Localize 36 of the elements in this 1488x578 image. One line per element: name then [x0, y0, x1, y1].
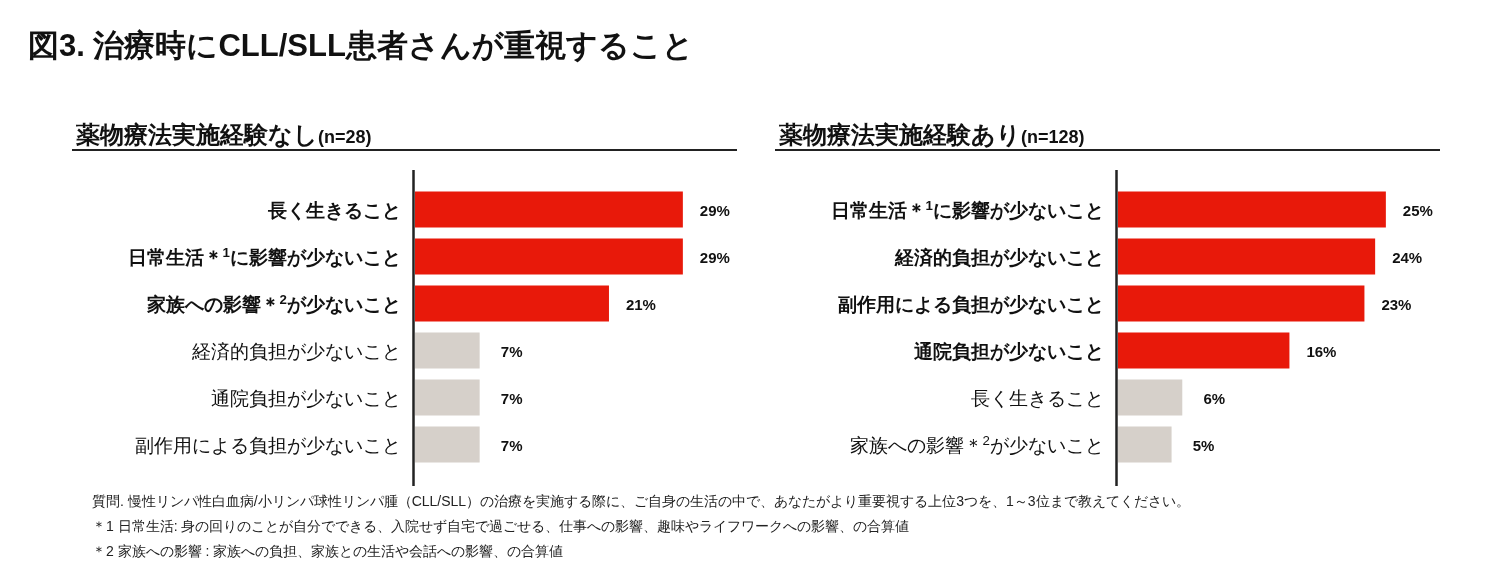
y-tick-label: 家族への影響＊$^{2}$が少ないこと [145, 291, 401, 315]
bar [1118, 332, 1290, 369]
text: 質問. 慢性リンパ性白血病/小リンパ球性リンパ腫（CLL/SLL）の治療を実施する際に、ご自身の生活の中で、あなたがより重要視する上位3つを、1～3位まで教えてください。 [92, 493, 1190, 509]
y-tick-label: 通院負担が少ないこと [211, 387, 401, 409]
data-label: 7% [500, 389, 523, 407]
data-label: 6% [1203, 389, 1226, 407]
y-tick-label: 副作用による負担が少ないこと [838, 293, 1104, 315]
y-tick-label: 日常生活＊$^{1}$に影響が少ないこと [127, 244, 401, 268]
data-label: 29% [699, 248, 730, 266]
bar [1118, 285, 1365, 322]
y-tick-label: 経済的負担が少ないこと [894, 246, 1104, 268]
y-tick-label: 経済的負担が少ないこと [191, 340, 401, 362]
y-tick-label: 日常生活＊$^{1}$に影響が少ないこと [830, 197, 1104, 221]
y-tick-label: 通院負担が少ないこと [913, 340, 1104, 362]
data-label: 23% [1381, 295, 1412, 313]
bar [1118, 238, 1376, 275]
bar [1118, 426, 1172, 463]
data-label: 24% [1392, 248, 1423, 266]
text: ＊2 家族への影響 : 家族への負担、家族との生活や会話への影響、の合算値 [92, 543, 564, 559]
chart-title: 図3. 治療時にCLL/SLL患者さんが重視すること [28, 28, 694, 63]
bar [1118, 379, 1183, 416]
data-label: 25% [1402, 201, 1433, 219]
data-label: 7% [500, 436, 523, 454]
y-tick-label: 家族への影響＊$^{2}$が少ないこと [849, 432, 1104, 456]
data-label: 21% [625, 295, 656, 313]
data-label: 5% [1192, 436, 1215, 454]
y-tick-label: 副作用による負担が少ないこと [135, 434, 401, 456]
data-label: 7% [500, 342, 523, 360]
data-label: 16% [1306, 342, 1337, 360]
bar [1118, 191, 1386, 228]
data-label: 29% [699, 201, 730, 219]
y-tick-label: 長く生きること [971, 387, 1104, 409]
chart-subtitle: 薬物療法実施経験なし(n=28) [75, 121, 372, 148]
y-tick-label: 長く生きること [267, 199, 401, 221]
chart-subtitle: 薬物療法実施経験あり(n=128) [778, 121, 1085, 148]
text: ＊1 日常生活: 身の回りのことが自分でできる、入院せず自宅で過ごせる、仕事への影響、趣味やライフワークへの影響、の合算値 [92, 518, 910, 534]
